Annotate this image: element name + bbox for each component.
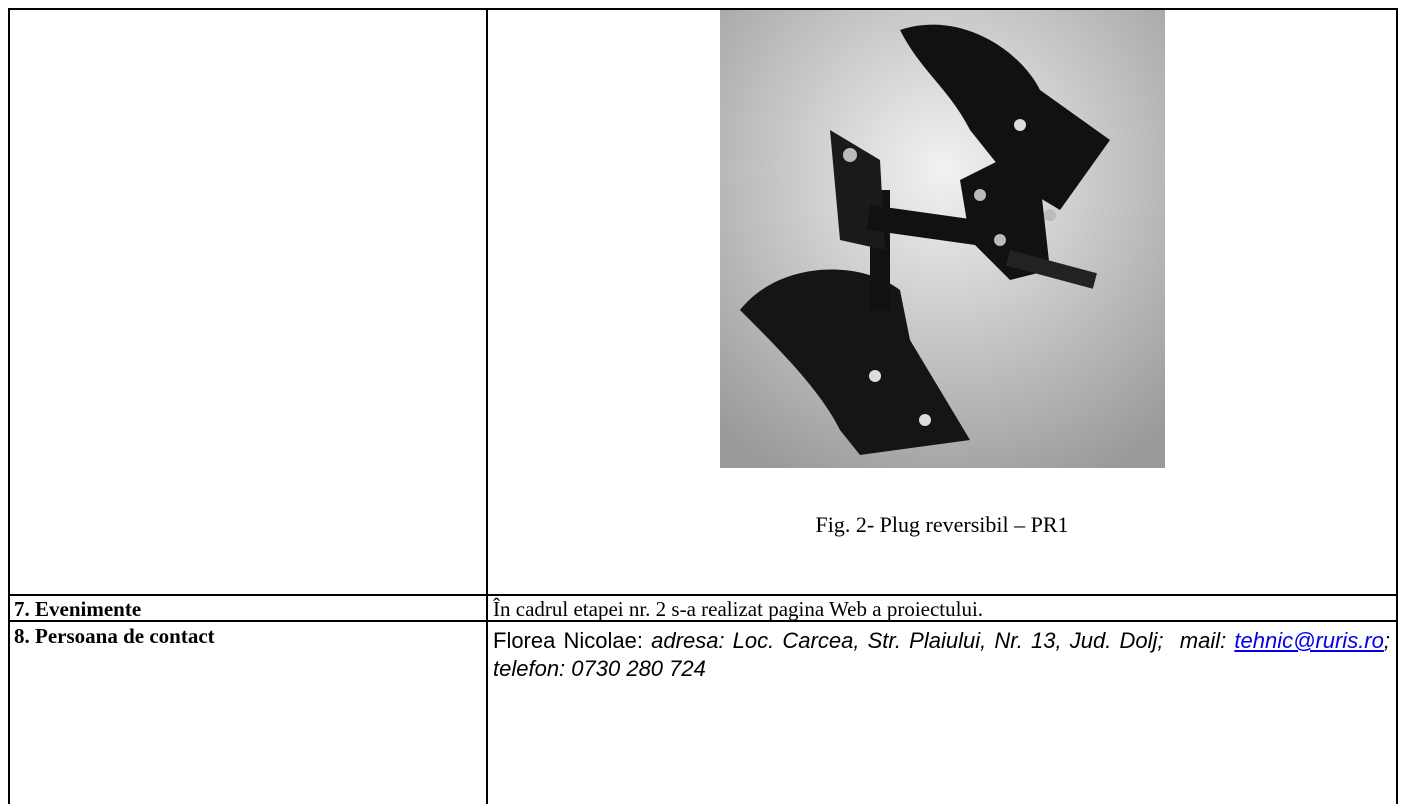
row-label: 8. Persoana de contact [14, 624, 215, 648]
figure-caption: Fig. 2- Plug reversibil – PR1 [815, 512, 1069, 537]
row-content: În cadrul etapei nr. 2 s-a realizat pagi… [493, 597, 984, 621]
border [8, 594, 1398, 596]
contact-address: adresa: Loc. Carcea, Str. Plaiului, Nr. … [651, 628, 1227, 653]
row-label: 7. Evenimente [14, 597, 142, 621]
border [8, 8, 10, 804]
contact-details: Florea Nicolae: adresa: Loc. Carcea, Str… [493, 627, 1390, 683]
contact-name: Florea Nicolae: [493, 628, 643, 653]
border [8, 620, 1398, 622]
border [1396, 8, 1398, 804]
email-link[interactable]: tehnic@ruris.ro [1234, 628, 1384, 653]
border [486, 8, 488, 804]
contact-phone: ; telefon: 0730 280 724 [493, 628, 1403, 681]
figure-image [720, 10, 1165, 468]
border [8, 8, 1398, 10]
